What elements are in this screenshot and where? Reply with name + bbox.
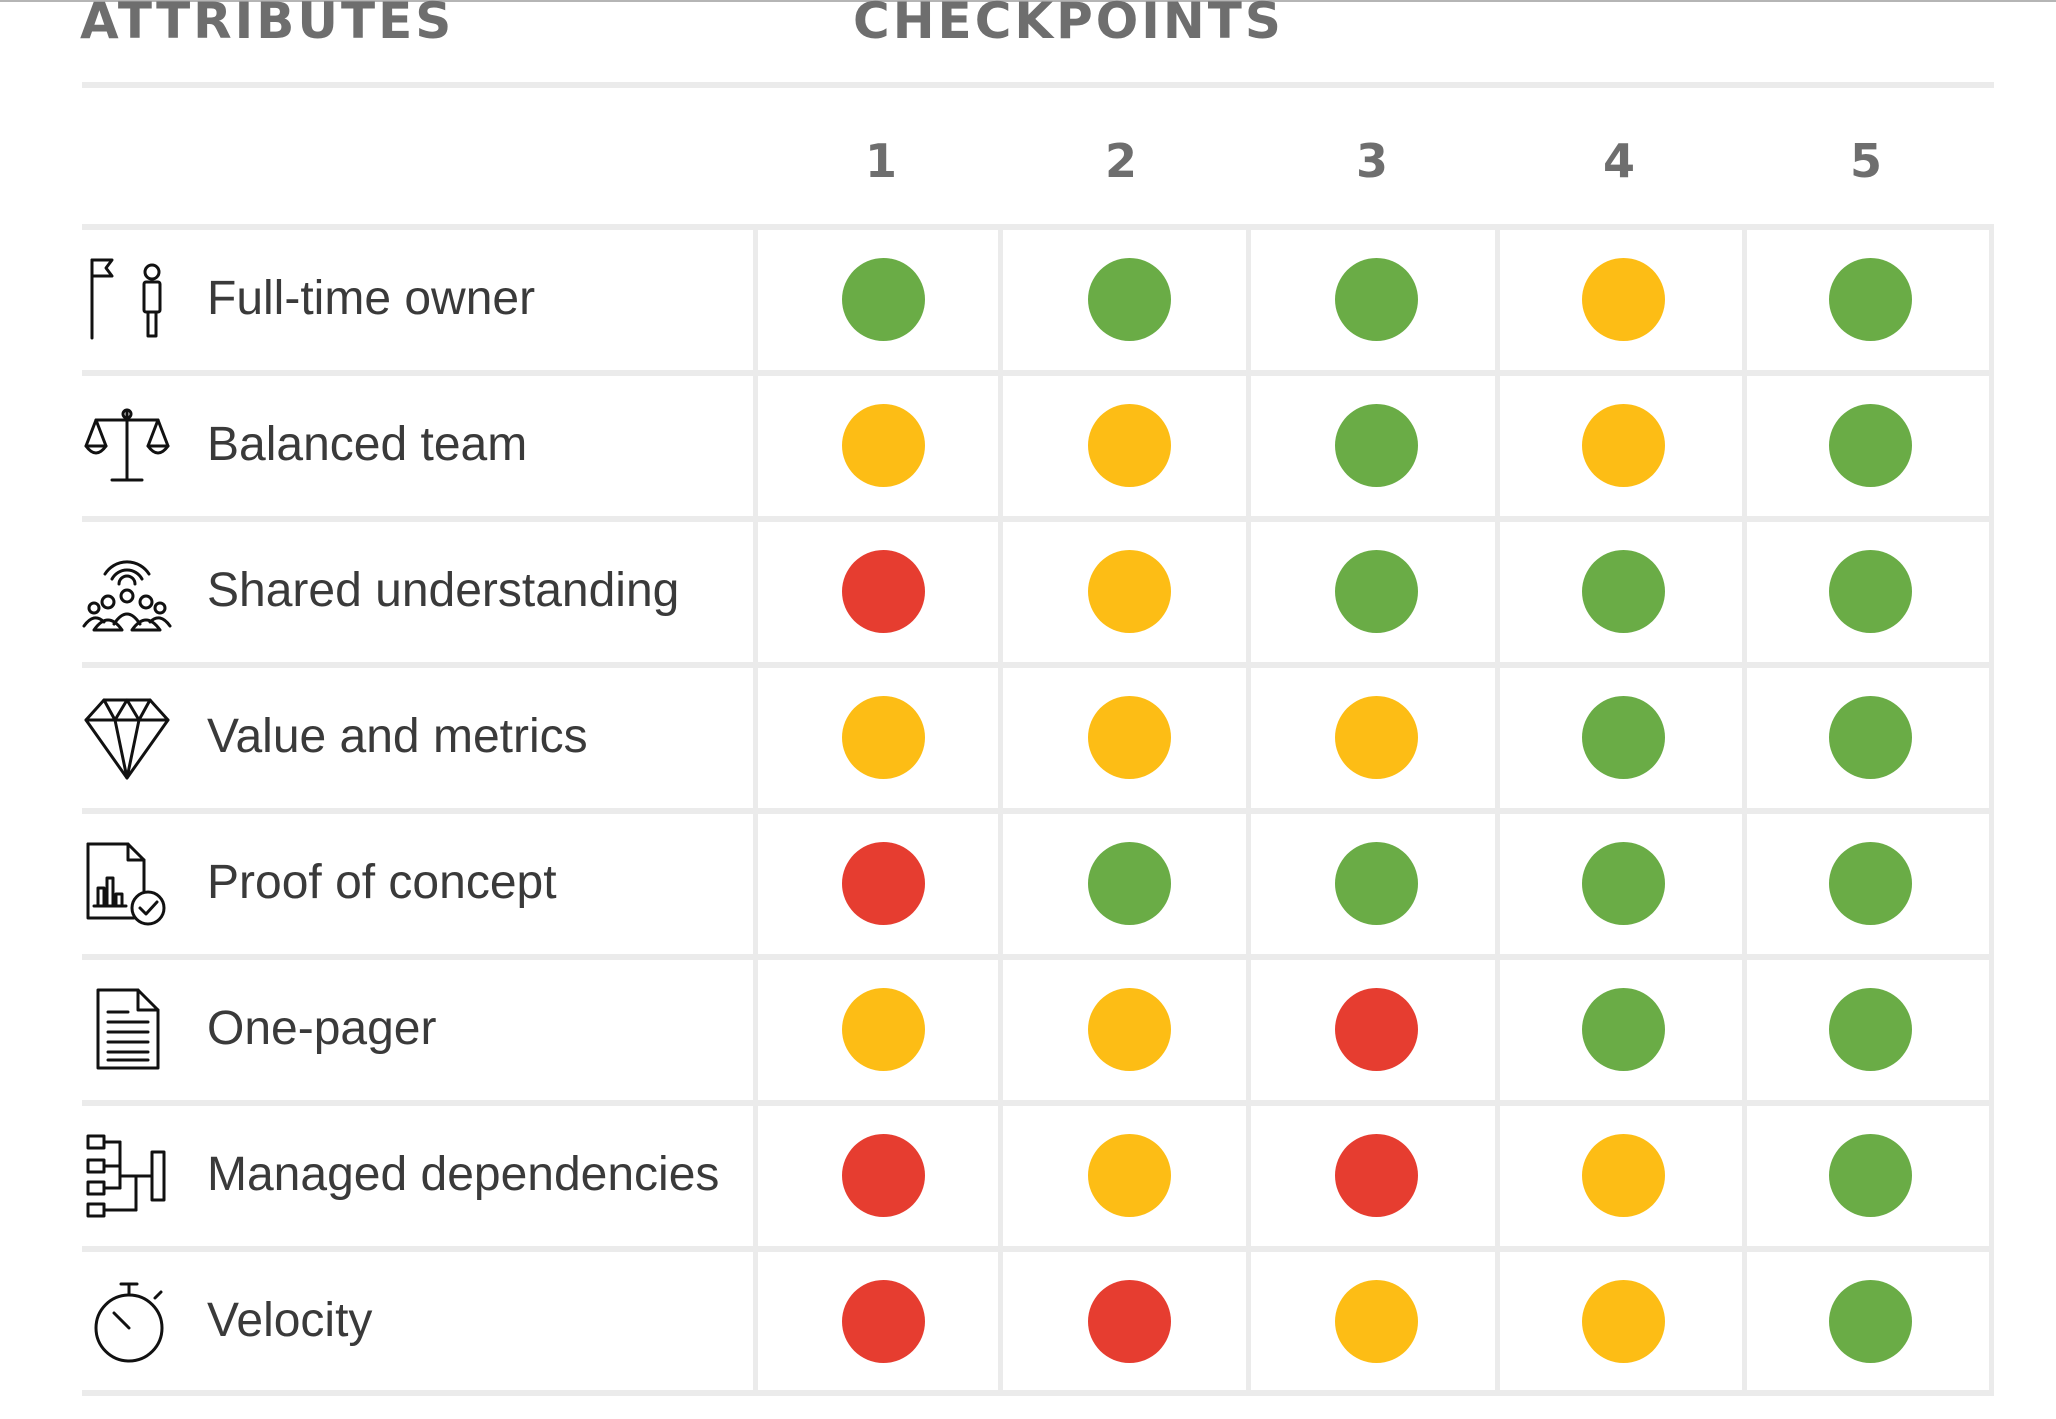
team-signal-icon xyxy=(82,548,172,634)
status-dot-row5-cp2 xyxy=(1088,842,1171,925)
status-dot-row8-cp1 xyxy=(842,1280,925,1363)
status-dot-row7-cp3 xyxy=(1335,1134,1418,1217)
status-dot-row8-cp5 xyxy=(1829,1280,1912,1363)
column-divider xyxy=(1246,226,1251,1395)
attribute-label: Value and metrics xyxy=(207,710,588,763)
attribute-row-value-and-metrics: Value and metrics xyxy=(0,664,2056,810)
status-dot-row1-cp3 xyxy=(1335,258,1418,341)
document-icon xyxy=(82,986,172,1072)
status-dot-row6-cp1 xyxy=(842,988,925,1071)
attribute-label: One-pager xyxy=(207,1002,437,1055)
attribute-row-shared-understanding: Shared understanding xyxy=(0,518,2056,664)
row-divider xyxy=(82,1390,1994,1396)
attribute-row-proof-of-concept: Proof of concept xyxy=(0,810,2056,956)
status-dot-row1-cp5 xyxy=(1829,258,1912,341)
status-dot-row1-cp1 xyxy=(842,258,925,341)
status-dot-row8-cp3 xyxy=(1335,1280,1418,1363)
status-dot-row4-cp2 xyxy=(1088,696,1171,779)
attribute-label: Shared understanding xyxy=(207,564,680,617)
status-dot-row2-cp2 xyxy=(1088,404,1171,487)
status-dot-row6-cp2 xyxy=(1088,988,1171,1071)
status-dot-row5-cp5 xyxy=(1829,842,1912,925)
checkpoint-number-3: 3 xyxy=(1355,134,1388,188)
status-dot-row5-cp3 xyxy=(1335,842,1418,925)
checkpoint-number-5: 5 xyxy=(1849,134,1882,188)
status-dot-row8-cp4 xyxy=(1582,1280,1665,1363)
checkpoint-number-2: 2 xyxy=(1104,134,1137,188)
status-dot-row1-cp2 xyxy=(1088,258,1171,341)
diamond-icon xyxy=(82,694,172,780)
column-divider xyxy=(1742,226,1747,1395)
attribute-row-velocity: Velocity xyxy=(0,1248,2056,1394)
column-divider xyxy=(998,226,1003,1395)
attribute-row-one-pager: One-pager xyxy=(0,956,2056,1102)
status-dot-row2-cp1 xyxy=(842,404,925,487)
flag-person-icon xyxy=(82,256,172,342)
status-dot-row3-cp2 xyxy=(1088,550,1171,633)
attribute-label: Proof of concept xyxy=(207,856,557,909)
attributes-heading: ATTRIBUTES xyxy=(80,0,455,50)
status-dot-row7-cp1 xyxy=(842,1134,925,1217)
balance-scale-icon xyxy=(82,402,172,488)
column-divider xyxy=(753,226,758,1395)
row-divider xyxy=(82,1100,1994,1106)
attribute-label: Full-time owner xyxy=(207,272,536,325)
top-border xyxy=(0,0,2056,2)
status-dot-row3-cp3 xyxy=(1335,550,1418,633)
status-dot-row3-cp1 xyxy=(842,550,925,633)
status-dot-row3-cp5 xyxy=(1829,550,1912,633)
status-dot-row7-cp2 xyxy=(1088,1134,1171,1217)
attribute-label: Velocity xyxy=(207,1294,373,1347)
stopwatch-icon xyxy=(82,1278,172,1364)
attribute-label: Balanced team xyxy=(207,418,528,471)
row-divider xyxy=(82,224,1994,230)
status-dot-row6-cp4 xyxy=(1582,988,1665,1071)
attribute-label: Managed dependencies xyxy=(207,1148,720,1201)
status-dot-row3-cp4 xyxy=(1582,550,1665,633)
row-divider xyxy=(82,370,1994,376)
row-divider xyxy=(82,662,1994,668)
checkpoint-number-1: 1 xyxy=(864,134,897,188)
chart-document-check-icon xyxy=(82,840,172,926)
status-dot-row5-cp1 xyxy=(842,842,925,925)
row-divider xyxy=(82,954,1994,960)
dependency-tree-icon xyxy=(82,1132,172,1218)
status-dot-row6-cp5 xyxy=(1829,988,1912,1071)
status-dot-row6-cp3 xyxy=(1335,988,1418,1071)
status-dot-row1-cp4 xyxy=(1582,258,1665,341)
status-dot-row8-cp2 xyxy=(1088,1280,1171,1363)
status-dot-row7-cp5 xyxy=(1829,1134,1912,1217)
column-divider xyxy=(1989,226,1994,1395)
status-dot-row4-cp1 xyxy=(842,696,925,779)
row-divider xyxy=(82,808,1994,814)
status-dot-row2-cp3 xyxy=(1335,404,1418,487)
status-dot-row5-cp4 xyxy=(1582,842,1665,925)
attribute-row-full-time-owner: Full-time owner xyxy=(0,226,2056,372)
row-divider xyxy=(82,1246,1994,1252)
status-dot-row7-cp4 xyxy=(1582,1134,1665,1217)
column-divider xyxy=(1495,226,1500,1395)
header-divider xyxy=(82,82,1994,88)
checkpoint-number-4: 4 xyxy=(1602,134,1635,188)
status-dot-row2-cp4 xyxy=(1582,404,1665,487)
checkpoints-heading: CHECKPOINTS xyxy=(853,0,1284,50)
attribute-row-managed-dependencies: Managed dependencies xyxy=(0,1102,2056,1248)
row-divider xyxy=(82,516,1994,522)
status-dot-row4-cp4 xyxy=(1582,696,1665,779)
attribute-row-balanced-team: Balanced team xyxy=(0,372,2056,518)
status-dot-row4-cp3 xyxy=(1335,696,1418,779)
status-dot-row4-cp5 xyxy=(1829,696,1912,779)
status-dot-row2-cp5 xyxy=(1829,404,1912,487)
